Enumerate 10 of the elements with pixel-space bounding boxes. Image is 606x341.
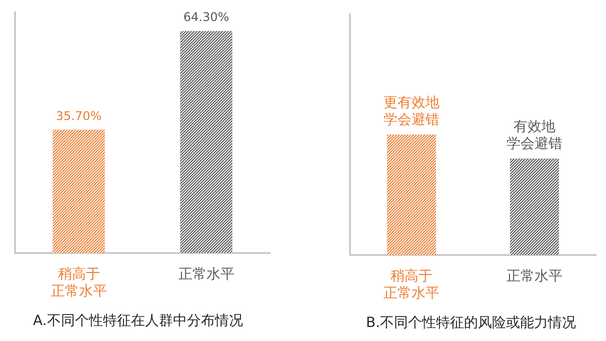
x-tick-label: 正常水平 xyxy=(506,268,562,284)
x-tick-label: 稍高于正常水平 xyxy=(50,266,107,300)
x-tick-label: 正常水平 xyxy=(178,266,234,282)
x-tick-label: 稍高于正常水平 xyxy=(384,268,440,302)
data-label: 35.70% xyxy=(56,108,102,123)
data-label: 64.30% xyxy=(183,10,230,24)
annotation: 有效地学会避错 xyxy=(506,119,562,152)
text: A.不同个性特征在人群中分布情况 xyxy=(33,313,243,329)
text: B.不同个性特征的风险或能力情况 xyxy=(366,315,576,331)
annotation: 更有效地学会避错 xyxy=(384,95,440,128)
